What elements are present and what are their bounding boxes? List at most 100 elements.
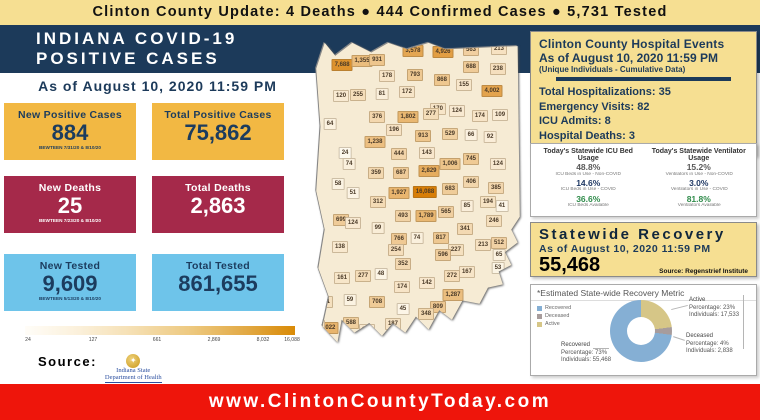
- source-label: Source:: [38, 354, 97, 369]
- recovery-value: 55,468: [539, 254, 601, 276]
- statewide-recovery-panel: Statewide Recovery As of August 10, 2020…: [530, 222, 757, 277]
- county-value: 66: [464, 128, 478, 141]
- county-value: 124: [344, 216, 361, 229]
- stat-total-positive-cases: Total Positive Cases 75,862: [152, 103, 284, 160]
- county-value: 174: [394, 280, 411, 293]
- county-value: 868: [433, 73, 450, 86]
- stat-label: Total Positive Cases: [164, 109, 272, 121]
- icu-value-label: ICU Beds in Use - COVID: [560, 187, 616, 193]
- icu-column-title: Today's Statewide ICU Bed Usage: [543, 148, 633, 162]
- stat-note: BEWTEEN 7/31/20 & 8/10/20: [39, 146, 101, 151]
- footer-link[interactable]: www.ClintonCountyToday.com: [208, 391, 552, 412]
- callout-line: [743, 295, 744, 349]
- scale-tick: 661: [153, 337, 162, 343]
- county-value: 1,287: [442, 289, 464, 301]
- county-value: 196: [386, 124, 403, 137]
- county-value: 4,926: [432, 45, 454, 58]
- stat-label: New Positive Cases: [17, 109, 123, 121]
- recovery-source: Source: Regenstrief Institute: [659, 268, 748, 275]
- stat-value: 884: [51, 120, 89, 145]
- county-value: 74: [342, 157, 356, 170]
- county-value: 138: [331, 241, 348, 254]
- scale-tick: 127: [88, 337, 97, 343]
- legend-item: Recovered: [537, 305, 574, 311]
- county-value: 137: [358, 324, 375, 337]
- stat-label: New Deaths: [38, 182, 102, 194]
- county-value: 563: [462, 43, 480, 56]
- county-value: 16,088: [412, 185, 438, 198]
- callout-title: Active: [689, 297, 706, 303]
- stat-label: New Tested: [39, 260, 101, 272]
- hospital-stat: Hospital Deaths: 3: [539, 129, 635, 142]
- county-value: 277: [355, 270, 372, 282]
- callout-title: Recovered: [561, 342, 591, 348]
- legend-label: Recovered: [545, 305, 572, 311]
- legend-swatch: [537, 321, 542, 327]
- county-value: 745: [462, 153, 480, 166]
- recovery-title: Statewide Recovery: [539, 226, 726, 243]
- county-value: 85: [460, 200, 474, 213]
- county-value: 272: [443, 270, 460, 282]
- as-of-date: As of August 10, 2020 11:59 PM: [38, 78, 277, 94]
- callout-individuals: Individuals: 17,533: [689, 312, 740, 318]
- county-value: 187: [384, 317, 401, 330]
- county-layer: 7,688 1,355 931 3,578 4,926 563 213 178 793 688 23…: [316, 42, 520, 343]
- stat-value: 9,609: [42, 271, 98, 296]
- donut-hole: [627, 317, 655, 345]
- page-title: INDIANA COVID-19 POSITIVE CASES: [36, 29, 237, 69]
- choropleth-color-scale: [25, 326, 295, 335]
- hospital-stat: Emergency Visits: 82: [539, 100, 650, 113]
- county-value: 124: [489, 157, 506, 170]
- county-value: 529: [441, 128, 459, 140]
- indiana-county-map: 7,688 1,355 931 3,578 4,926 563 213 178 793 688 23…: [312, 30, 524, 352]
- callout-percentage: Percentage: 4%: [686, 340, 729, 347]
- county-value: 444: [390, 147, 407, 160]
- stat-note: BEWTEEN 5/13/20 & 8/10/20: [39, 297, 101, 302]
- stat-value: 861,655: [178, 271, 258, 296]
- stat-value: 25: [57, 193, 83, 218]
- county-value: 4,002: [481, 84, 503, 97]
- county-value: 142: [418, 277, 435, 290]
- stat-value: 2,863: [190, 193, 246, 218]
- county-value: 687: [393, 166, 410, 179]
- scale-tick: 8,032: [256, 337, 269, 343]
- ventilator-value: 15.2%: [686, 162, 711, 172]
- ventilator-value: 81.8%: [686, 193, 711, 204]
- county-value: 352: [394, 258, 411, 271]
- isdh-name-line1: Indiana State: [116, 367, 151, 374]
- callout-deceased: Deceased Percentage: 4% Individuals: 2,8…: [686, 333, 733, 356]
- stat-note: BEWTEEN 7/23/20 & 8/10/20: [39, 219, 101, 224]
- stat-label: Total Deaths: [185, 182, 251, 194]
- county-value: 688: [462, 61, 480, 74]
- callout-line: [593, 348, 609, 349]
- legend-label: Active: [545, 321, 560, 327]
- county-value: 231: [316, 296, 333, 309]
- recovery-as-of: As of August 10, 2020 11:59 PM: [539, 243, 711, 255]
- county-value: 179: [316, 320, 326, 333]
- ventilator-value: 3.0%: [689, 177, 709, 188]
- county-value: 913: [415, 129, 432, 142]
- stat-label: Total Tested: [186, 260, 250, 272]
- legend-swatch: [537, 305, 542, 311]
- callout-title: Deceased: [686, 333, 714, 339]
- icu-value-label: ICU Beds in Use - Non-COVID: [555, 171, 621, 177]
- data-source: Source: ✦ Indiana State Department of He…: [38, 354, 162, 383]
- county-value: 565: [437, 205, 454, 218]
- county-value: 155: [455, 79, 473, 92]
- county-value: 255: [349, 89, 367, 102]
- callout-percentage: Percentage: 23%: [689, 304, 736, 311]
- scale-tick: 16,088: [284, 337, 301, 343]
- icu-ventilator-panel: Today's Statewide ICU Bed Usage 48.8% IC…: [530, 143, 757, 217]
- county-value: 64: [323, 118, 337, 131]
- callout-line: [673, 336, 685, 341]
- county-value: 793: [407, 69, 424, 82]
- county-value: 246: [485, 214, 502, 227]
- isdh-logo: ✦ Indiana State Department of Health: [104, 354, 162, 383]
- icu-bed-usage-column: Today's Statewide ICU Bed Usage 48.8% IC…: [533, 147, 644, 213]
- icu-value: 36.6%: [576, 193, 601, 204]
- county-value: 817: [432, 232, 449, 244]
- isdh-seal-icon: ✦: [126, 354, 141, 368]
- county-value: 120: [333, 90, 350, 102]
- county-value: 99: [371, 222, 385, 235]
